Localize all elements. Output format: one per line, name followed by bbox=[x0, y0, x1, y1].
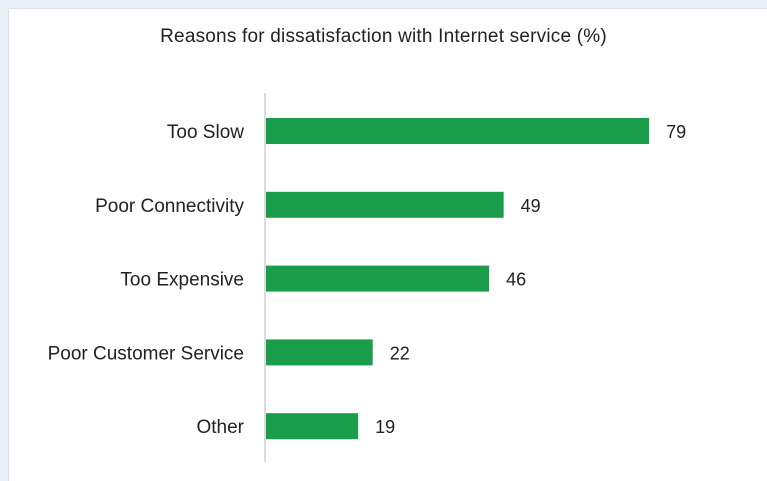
category-label-too-expensive: Too Expensive bbox=[120, 270, 244, 291]
category-label-other: Other bbox=[196, 417, 244, 438]
bar-too-expensive bbox=[266, 265, 490, 292]
value-labels-group: 79 49 46 22 19 bbox=[375, 122, 686, 437]
category-label-poor-connectivity: Poor Connectivity bbox=[95, 196, 244, 217]
value-label-other: 19 bbox=[375, 417, 395, 437]
value-label-too-slow: 79 bbox=[666, 122, 686, 142]
chart-panel bbox=[8, 8, 767, 481]
chart-title: Reasons for dissatisfaction with Interne… bbox=[160, 26, 607, 47]
category-label-poor-customer-service: Poor Customer Service bbox=[48, 343, 244, 364]
bar-too-slow bbox=[266, 118, 650, 144]
bar-other bbox=[266, 413, 359, 440]
value-label-too-expensive: 46 bbox=[506, 270, 526, 290]
category-label-too-slow: Too Slow bbox=[167, 122, 244, 143]
bar-poor-connectivity bbox=[266, 191, 504, 218]
bar-poor-customer-service bbox=[266, 339, 373, 366]
bars-group bbox=[266, 118, 650, 440]
value-label-poor-customer-service: 22 bbox=[390, 343, 410, 363]
category-labels-group: Too Slow Poor Connectivity Too Expensive Po… bbox=[48, 122, 245, 438]
value-label-poor-connectivity: 49 bbox=[521, 196, 541, 216]
